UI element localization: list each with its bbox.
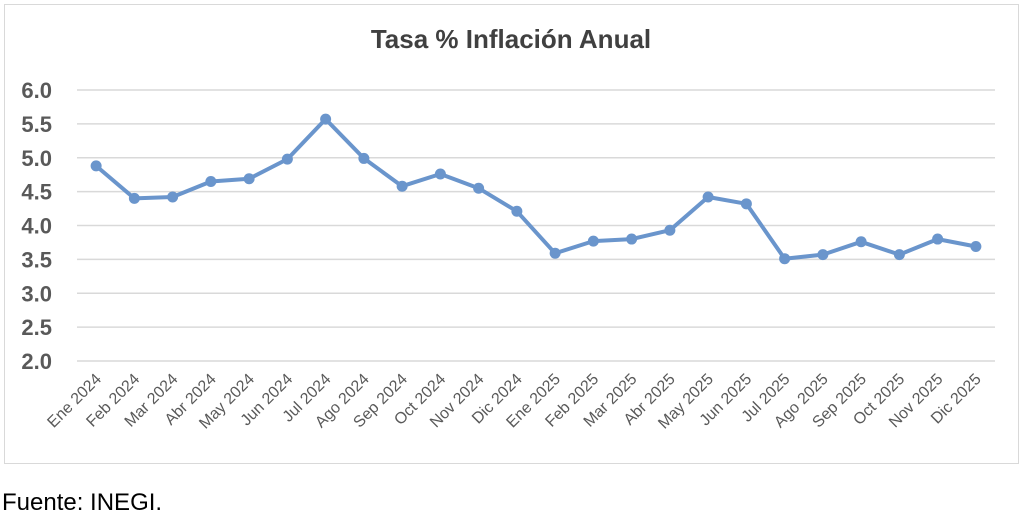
data-point bbox=[932, 233, 944, 245]
series-line bbox=[94, 117, 978, 261]
series-line-path bbox=[94, 117, 978, 261]
data-point bbox=[740, 198, 752, 210]
y-tick-label: 3.0 bbox=[21, 281, 52, 306]
y-tick-label: 2.0 bbox=[21, 349, 52, 374]
y-tick-label: 5.5 bbox=[21, 112, 52, 137]
y-tick-label: 4.5 bbox=[21, 180, 52, 205]
data-point bbox=[511, 205, 523, 217]
data-point bbox=[779, 253, 791, 265]
source-note: Fuente: INEGI. bbox=[2, 489, 163, 516]
data-point bbox=[970, 241, 982, 253]
data-point bbox=[128, 192, 140, 204]
gridlines bbox=[77, 89, 995, 362]
y-tick-label: 5.0 bbox=[21, 146, 52, 171]
data-point bbox=[320, 113, 332, 125]
data-point bbox=[281, 153, 293, 165]
data-point bbox=[473, 182, 485, 194]
chart-frame bbox=[4, 4, 1019, 464]
y-axis: 2.0 2.5 3.0 3.5 4.0 4.5 5.0 5.5 6.0 bbox=[21, 78, 52, 374]
y-tick-label: 2.5 bbox=[21, 315, 52, 340]
data-point bbox=[702, 191, 714, 203]
data-points bbox=[90, 113, 982, 265]
data-point bbox=[396, 180, 408, 192]
y-tick-label: 6.0 bbox=[21, 78, 52, 103]
data-point bbox=[855, 236, 867, 248]
data-point bbox=[358, 152, 370, 164]
data-point bbox=[549, 247, 561, 259]
data-point bbox=[626, 233, 638, 245]
data-point bbox=[587, 235, 599, 247]
data-point bbox=[434, 168, 446, 180]
data-point bbox=[664, 224, 676, 236]
data-point bbox=[243, 173, 255, 185]
data-point bbox=[893, 249, 905, 261]
data-point bbox=[167, 191, 179, 203]
data-point bbox=[817, 249, 829, 261]
y-tick-label: 3.5 bbox=[21, 247, 52, 272]
chart-title: Tasa % Inflación Anual bbox=[371, 24, 651, 54]
line-chart: Tasa % Inflación Anual 2.0 2.5 3.0 3.5 4.0 4.… bbox=[21, 24, 995, 433]
data-point bbox=[90, 160, 102, 172]
data-point bbox=[205, 175, 217, 187]
y-tick-label: 4.0 bbox=[21, 214, 52, 239]
